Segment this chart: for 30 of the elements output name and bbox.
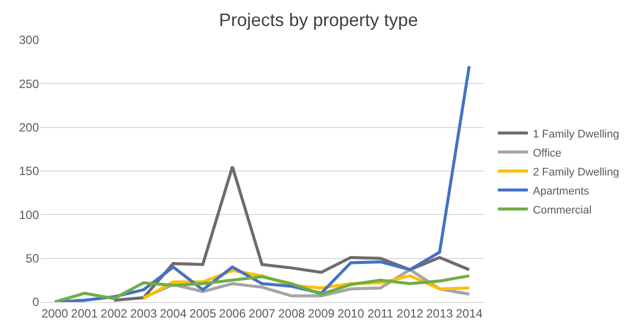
y-tick-label: 150 xyxy=(18,164,40,178)
x-tick-label: 2003 xyxy=(130,306,158,320)
y-tick-label: 0 xyxy=(32,295,40,310)
line-series xyxy=(112,165,471,302)
x-tick-label: 2014 xyxy=(456,306,483,320)
legend-label: Apartments xyxy=(532,185,590,198)
x-tick-label: 2004 xyxy=(160,306,187,320)
x-tick-label: 2010 xyxy=(337,306,364,320)
y-tick-label: 250 xyxy=(18,76,40,91)
x-tick-label: 2012 xyxy=(396,306,424,320)
legend-label: 1 Family Dwelling xyxy=(532,128,620,140)
y-tick-label: 300 xyxy=(18,33,40,48)
y-tick-label: 200 xyxy=(18,120,40,135)
y-tick-label: 50 xyxy=(26,252,40,266)
x-tick-label: 2007 xyxy=(248,306,276,320)
legend-label: Commercial xyxy=(532,204,592,216)
x-tick-label: 2006 xyxy=(219,306,246,320)
legend-label: 2 Family Dwelling xyxy=(532,166,620,178)
x-tick-label: 2005 xyxy=(189,306,216,320)
chart-title: Projects by property type xyxy=(218,10,418,30)
x-tick-label: 2000 xyxy=(41,306,68,320)
x-tick-label: 2002 xyxy=(100,306,128,320)
legend-label: Office xyxy=(532,147,562,160)
x-tick-label: 2001 xyxy=(71,306,98,320)
x-tick-label: 2011 xyxy=(367,306,394,320)
x-tick-label: 2013 xyxy=(426,306,454,320)
x-tick-label: 2009 xyxy=(308,306,335,320)
y-tick-label: 100 xyxy=(18,208,40,222)
x-tick-label: 2008 xyxy=(278,306,306,320)
line-series xyxy=(53,274,471,302)
